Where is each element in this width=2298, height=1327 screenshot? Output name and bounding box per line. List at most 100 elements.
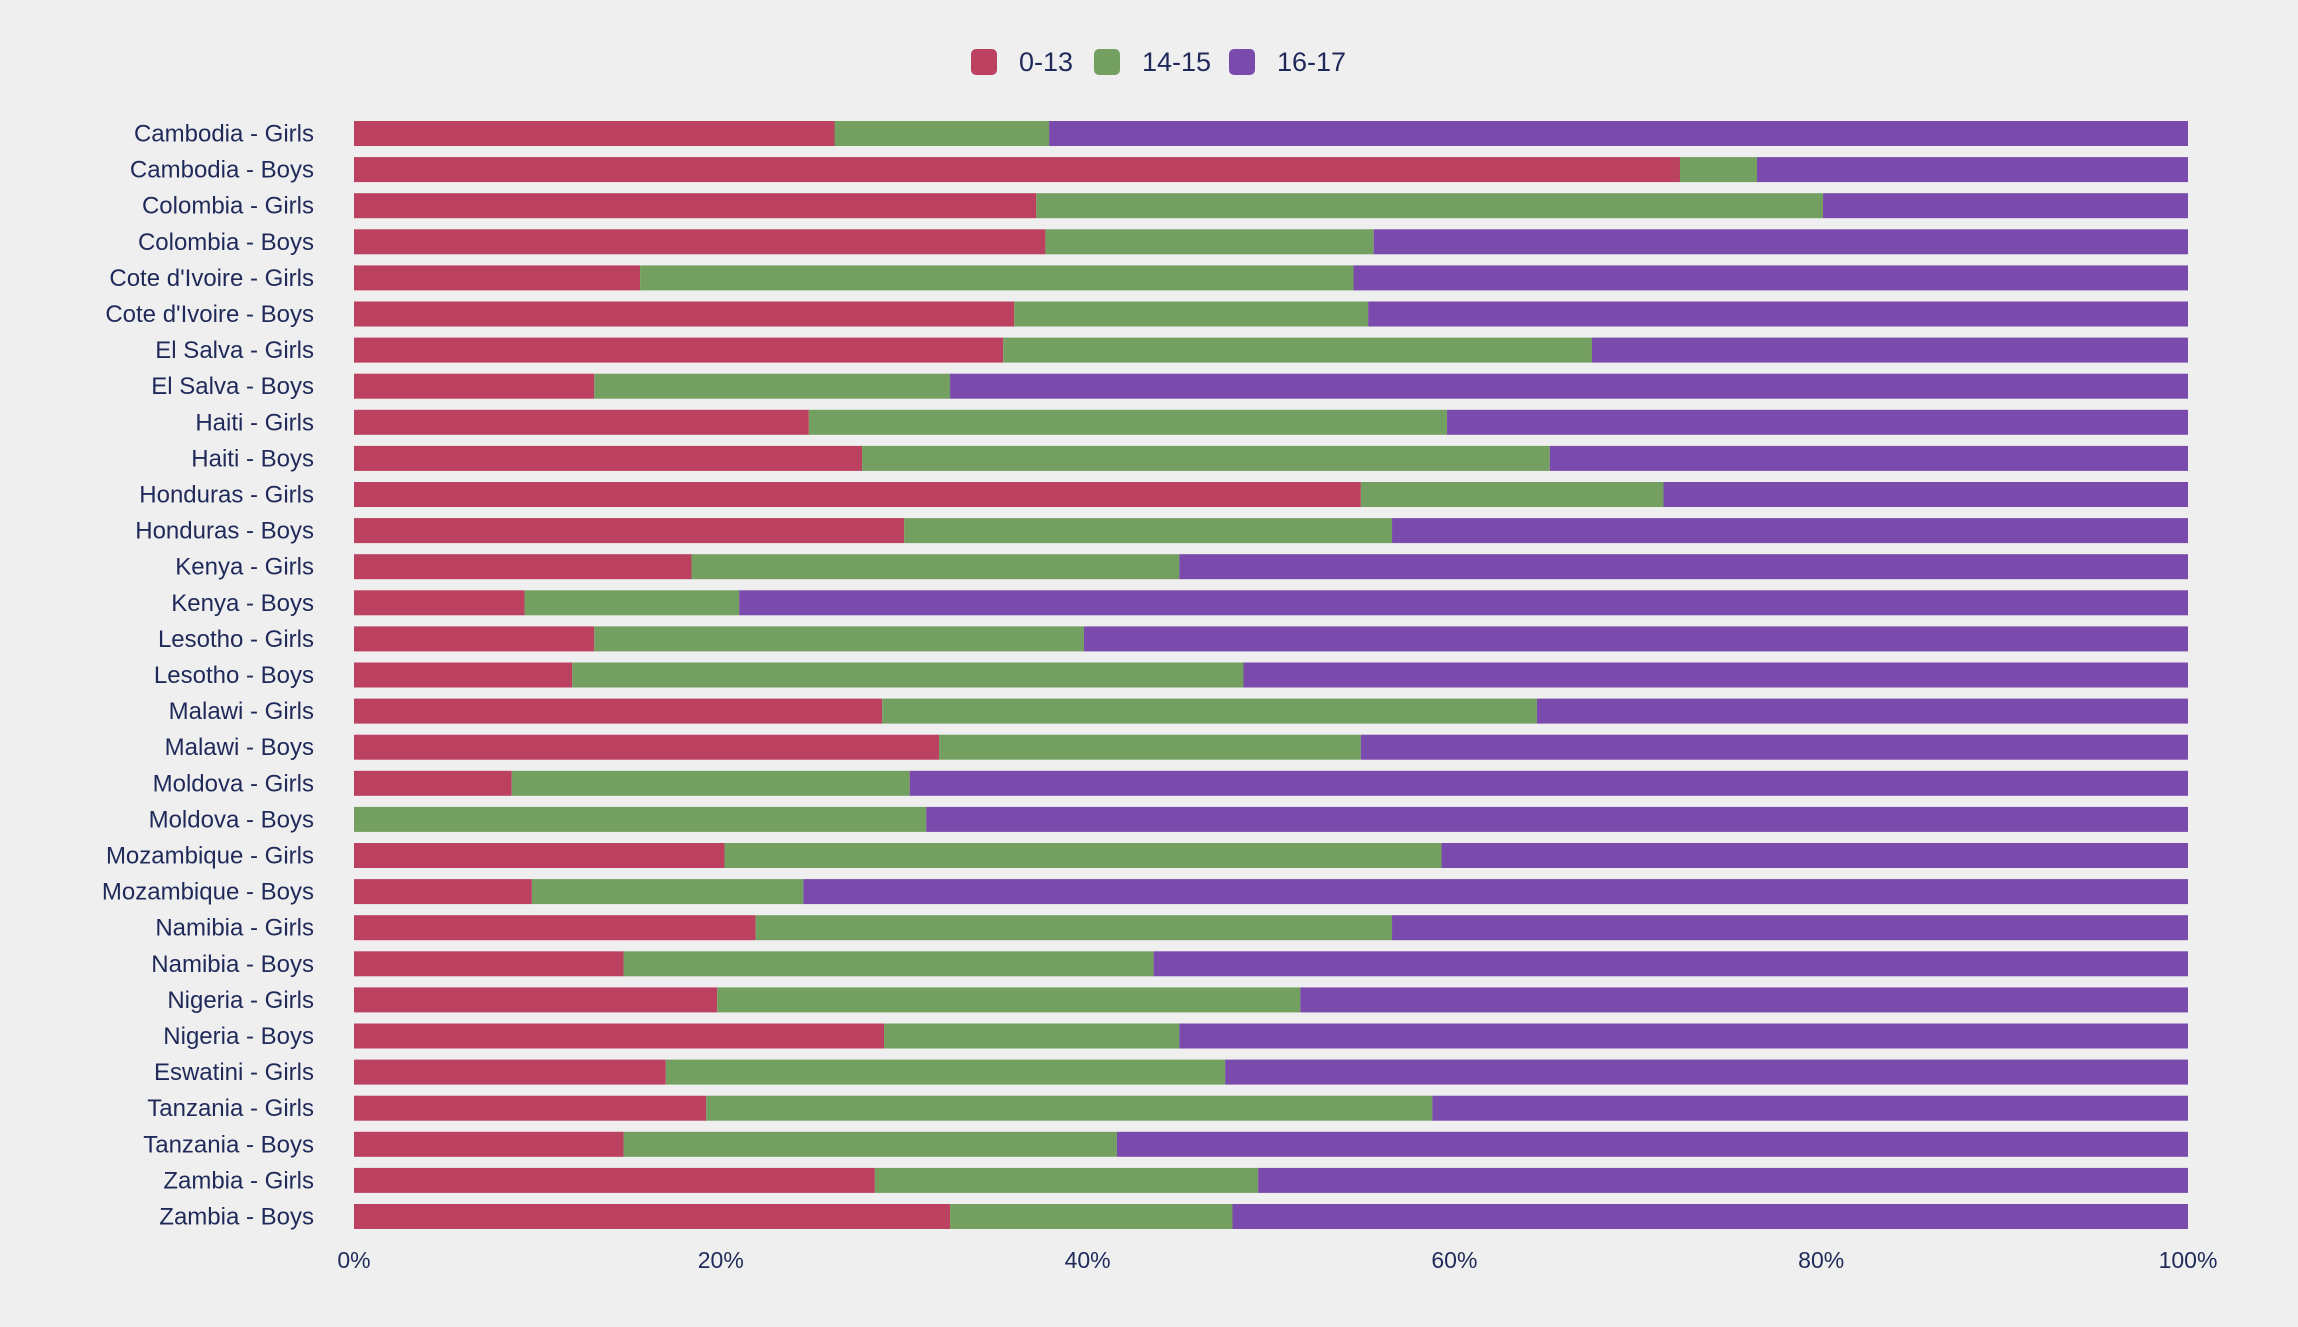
category-label: Tanzania - Girls [147, 1095, 314, 1122]
x-tick-label: 80% [1798, 1247, 1844, 1273]
category-label: Cote d'Ivoire - Boys [105, 301, 314, 328]
bar-segment-16-17 [1536, 698, 2188, 724]
legend-item-16-17: 16-17 [1229, 47, 1346, 77]
bar-row-el-salva-girls [354, 337, 2188, 363]
bar-segment-0-13 [354, 879, 532, 905]
bar-segment-16-17 [803, 879, 2188, 905]
bar-segment-16-17 [1153, 951, 2188, 977]
bar-segment-0-13 [354, 734, 940, 760]
bar-row-moldova-boys [354, 806, 2189, 832]
category-label: Zambia - Girls [163, 1167, 314, 1194]
bar-segment-14-15 [724, 843, 1442, 868]
bar-row-el-salva-boys [354, 373, 2188, 399]
bar-segment-14-15 [1036, 193, 1824, 219]
bar-segment-14-15 [904, 518, 1393, 544]
bar-segment-16-17 [909, 770, 2189, 796]
bar-row-honduras-boys [354, 518, 2188, 544]
legend: 0-13 14-15 16-17 [971, 47, 1346, 77]
category-label: Kenya - Girls [175, 554, 314, 581]
bar-row-tanzania-girls [354, 1095, 2188, 1121]
category-labels: Cambodia - Girls Cambodia - Boys Colombia … [102, 121, 314, 1231]
bar-segment-0-13 [354, 1204, 951, 1229]
category-label: Honduras - Girls [139, 482, 314, 509]
bar-segment-0-13 [354, 301, 1015, 327]
bar-segment-0-13 [354, 1131, 624, 1157]
bar-row-mozambique-girls [354, 843, 2188, 868]
bar-segment-16-17 [1549, 445, 2188, 471]
bar-segment-0-13 [354, 987, 718, 1013]
category-label: Eswatini - Girls [154, 1059, 314, 1086]
legend-item-14-15: 14-15 [1094, 47, 1211, 77]
bar-segment-14-15 [572, 662, 1244, 688]
category-label: Kenya - Boys [171, 590, 314, 617]
legend-label-0-13: 0-13 [1019, 47, 1073, 77]
bar-segment-16-17 [1432, 1095, 2188, 1121]
bar-segment-16-17 [1392, 915, 2188, 941]
bar-segment-14-15 [1003, 337, 1592, 363]
bar-row-malawi-boys [354, 734, 2188, 760]
bar-segment-16-17 [1373, 229, 2188, 255]
bar-segment-0-13 [354, 951, 624, 977]
bar-row-zambia-girls [354, 1167, 2188, 1193]
bar-segment-16-17 [1392, 518, 2188, 544]
bar-segment-14-15 [1045, 229, 1374, 255]
category-label: Malawi - Boys [165, 734, 314, 761]
bar-segment-14-15 [1360, 482, 1664, 507]
category-label: Moldova - Girls [153, 770, 314, 797]
bar-row-eswatini-girls [354, 1059, 2188, 1085]
x-tick-label: 60% [1431, 1247, 1477, 1273]
bar-segment-16-17 [1360, 734, 2188, 760]
bar-row-cote-d-ivoire-boys [354, 301, 2188, 327]
bar-segment-16-17 [1447, 409, 2188, 435]
bar-segment-16-17 [1179, 554, 2188, 580]
bar-segment-16-17 [1441, 843, 2188, 868]
bar-row-mozambique-boys [354, 879, 2188, 905]
bar-segment-0-13 [354, 193, 1037, 219]
bar-segment-16-17 [1368, 301, 2188, 327]
bar-segment-16-17 [1232, 1204, 2188, 1229]
bar-segment-14-15 [1014, 301, 1369, 327]
bar-segment-16-17 [1116, 1131, 2188, 1157]
bar-segment-0-13 [354, 590, 525, 616]
category-label: Mozambique - Boys [102, 879, 314, 906]
bar-segment-16-17 [1049, 121, 2188, 146]
bar-segment-14-15 [531, 879, 804, 905]
category-label: Cambodia - Girls [134, 121, 314, 148]
bar-segment-16-17 [1757, 157, 2188, 183]
bar-row-colombia-girls [354, 193, 2188, 219]
bar-row-kenya-boys [354, 590, 2188, 616]
category-label: Tanzania - Boys [143, 1131, 314, 1158]
bar-segment-14-15 [755, 915, 1393, 941]
category-label: Moldova - Boys [149, 806, 314, 833]
bar-segment-16-17 [1353, 265, 2188, 291]
x-tick-label: 100% [2159, 1247, 2218, 1273]
bar-segment-16-17 [1225, 1059, 2188, 1085]
bar-segment-16-17 [1300, 987, 2188, 1013]
bar-segment-16-17 [950, 373, 2188, 399]
bar-row-zambia-boys [354, 1204, 2188, 1229]
bar-segment-0-13 [354, 843, 725, 868]
bar-row-namibia-boys [354, 951, 2188, 977]
bar-segment-0-13 [354, 698, 883, 724]
bar-segment-0-13 [354, 915, 756, 941]
bar-row-haiti-boys [354, 445, 2188, 471]
legend-swatch-14-15 [1094, 49, 1120, 75]
category-label: Haiti - Boys [191, 445, 314, 472]
bar-segment-14-15 [834, 121, 1050, 146]
bar-segment-0-13 [354, 518, 905, 544]
bar-segment-16-17 [1243, 662, 2188, 688]
bar-row-kenya-girls [354, 554, 2188, 580]
category-label: Cambodia - Boys [130, 157, 314, 184]
category-label: El Salva - Girls [155, 337, 314, 364]
category-label: Nigeria - Boys [163, 1023, 314, 1050]
bar-segment-14-15 [1679, 157, 1758, 183]
category-label: Lesotho - Girls [158, 626, 314, 653]
bar-segment-0-13 [354, 1023, 885, 1049]
x-tick-label: 40% [1065, 1247, 1111, 1273]
x-tick-label: 20% [698, 1247, 744, 1273]
bar-segment-0-13 [354, 265, 641, 291]
legend-label-16-17: 16-17 [1277, 47, 1346, 77]
bar-segment-14-15 [808, 409, 1448, 435]
bar-segment-0-13 [354, 121, 835, 146]
